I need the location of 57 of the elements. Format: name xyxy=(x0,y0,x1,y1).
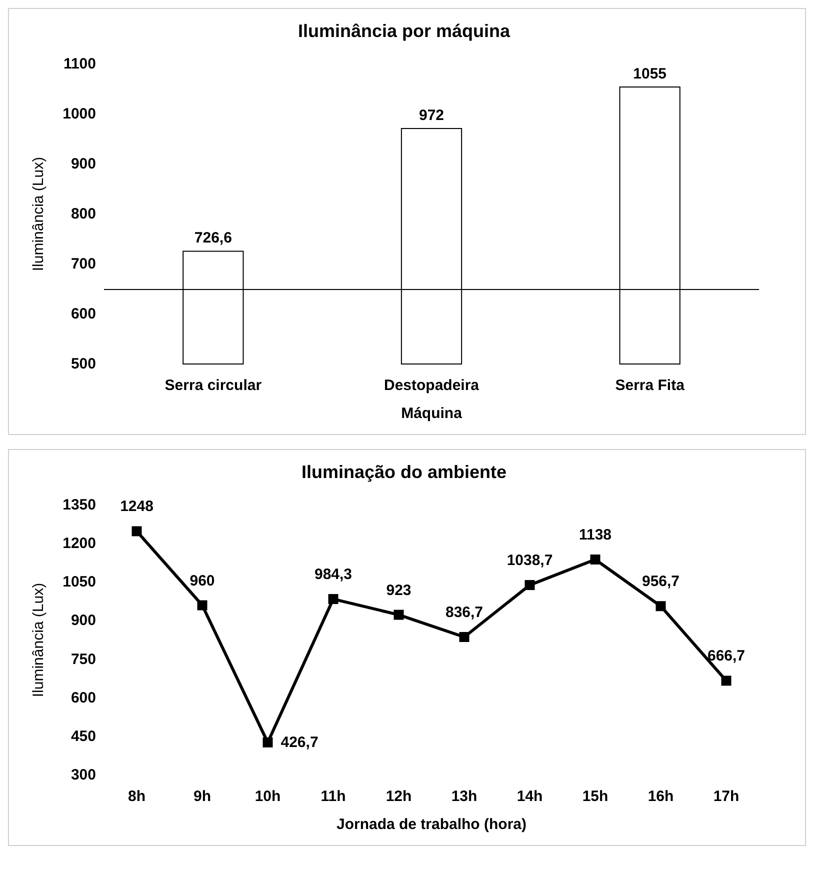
data-label: 426,7 xyxy=(280,734,318,751)
data-label: 972 xyxy=(418,107,444,124)
point xyxy=(721,676,732,686)
chart-title: Iluminância por máquina xyxy=(298,21,511,41)
y-tick-label: 800 xyxy=(70,206,96,222)
y-tick-label: 600 xyxy=(70,689,96,706)
point xyxy=(656,601,666,612)
y-tick-label: 1050 xyxy=(62,574,96,591)
x-axis-title: Jornada de trabalho (hora) xyxy=(336,816,527,833)
data-label: 1248 xyxy=(120,498,154,516)
x-tick-label: 13h xyxy=(451,788,478,805)
x-tick-label: Serra circular xyxy=(164,377,262,394)
point xyxy=(394,610,404,620)
point xyxy=(590,554,600,565)
point xyxy=(197,600,208,610)
y-axis-title: Iluminância (Lux) xyxy=(30,156,47,272)
x-tick-label: 12h xyxy=(386,788,412,805)
x-axis-title: Máquina xyxy=(401,405,463,422)
y-tick-label: 900 xyxy=(70,156,96,172)
y-tick-label: 300 xyxy=(70,766,96,784)
x-tick-label: Serra Fita xyxy=(615,377,686,394)
point xyxy=(524,580,535,590)
point xyxy=(328,594,338,604)
data-label: 1038,7 xyxy=(506,552,553,570)
point xyxy=(132,526,142,536)
x-tick-label: 15h xyxy=(582,788,608,805)
data-label: 960 xyxy=(190,572,215,590)
y-tick-label: 750 xyxy=(70,650,96,668)
data-label: 1055 xyxy=(633,66,667,82)
x-tick-label: 16h xyxy=(648,788,674,805)
x-tick-label: 8h xyxy=(128,788,146,805)
y-tick-label: 450 xyxy=(70,728,96,745)
chart-title: Iluminação do ambiente xyxy=(301,462,507,482)
x-tick-label: 17h xyxy=(713,788,740,805)
x-tick-label: 11h xyxy=(320,788,346,805)
y-tick-label: 1350 xyxy=(62,496,96,514)
x-tick-label: Destopadeira xyxy=(384,377,480,394)
y-tick-label: 1000 xyxy=(62,106,96,122)
y-tick-label: 600 xyxy=(70,306,96,322)
y-axis-title: Iluminância (Lux) xyxy=(30,582,47,698)
y-tick-label: 500 xyxy=(70,356,96,372)
data-label: 923 xyxy=(386,582,412,599)
data-label: 956,7 xyxy=(642,573,680,590)
y-tick-label: 1200 xyxy=(62,535,96,552)
x-tick-label: 10h xyxy=(254,788,281,805)
data-label: 726,6 xyxy=(194,230,232,247)
y-tick-label: 900 xyxy=(70,612,96,630)
point xyxy=(459,632,470,642)
x-tick-label: 9h xyxy=(193,788,212,805)
y-tick-label: 1100 xyxy=(63,56,96,72)
point xyxy=(262,737,273,748)
data-label: 666,7 xyxy=(707,648,746,665)
x-tick-label: 14h xyxy=(516,788,543,805)
data-label: 836,7 xyxy=(445,604,484,621)
y-tick-label: 700 xyxy=(70,256,96,272)
data-label: 984,3 xyxy=(314,566,352,584)
data-label: 1138 xyxy=(578,526,612,544)
